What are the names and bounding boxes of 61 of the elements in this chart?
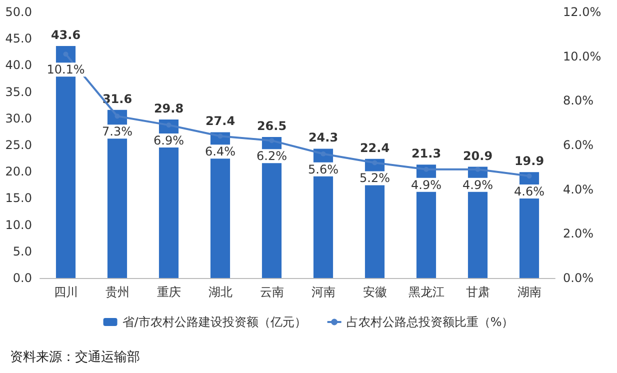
x-tick-label: 河南 [311,285,336,299]
y-tick-label: 0.0 [12,271,32,285]
y2-tick-label: 0.0% [563,271,594,285]
x-tick-label: 甘肃 [466,285,490,299]
data-label: 7.3% [102,124,132,139]
data-label: 5.6% [308,162,338,176]
point [218,134,223,139]
data-label: 6.9% [154,134,184,148]
text: 资料来源：交通运输部 [10,349,140,364]
data-label: 6.2% [256,149,287,164]
y-tick-label: 45.0 [5,32,32,46]
x-tick-label: 湖北 [208,285,232,299]
data-label: 43.6 [50,28,81,42]
y-tick-label: 5.0 [12,244,32,258]
y2-tick-label: 8.0% [563,94,594,108]
legend-label: 占农村公路总投资额比重（%） [346,315,514,329]
data-label: 4.9% [411,178,442,192]
x-tick-label: 安徽 [362,285,387,299]
y2-tick-label: 2.0% [563,226,594,241]
point [526,174,532,179]
point [114,114,120,119]
y-tick-label: 40.0 [5,58,32,72]
y2-tick-label: 10.0% [563,49,602,64]
y-tick-label: 20.0 [5,164,32,179]
point [320,151,326,156]
data-label: 6.4% [205,144,236,159]
y-tick-label: 10.0 [5,218,32,232]
point [424,166,429,172]
data-label: 20.9 [462,148,493,163]
x-tick-label: 重庆 [156,285,181,299]
legend-label: 省/市农村公路建设投资额（亿元） [122,315,306,329]
point [372,160,378,166]
data-label: 29.8 [154,101,184,116]
data-label: 5.2% [360,171,390,186]
data-label: 21.3 [411,146,442,161]
data-label: 19.9 [514,154,544,168]
data-label: 4.9% [462,178,493,192]
y-tick-label: 50.0 [5,5,32,19]
x-tick-label: 黑龙江 [408,285,444,299]
data-label: 10.1% [46,62,85,77]
data-label: 22.4 [360,140,390,155]
y-tick-label: 15.0 [5,191,32,206]
y-tick-label: 35.0 [5,84,32,99]
x-tick-label: 湖南 [517,285,542,299]
y-tick-label: 30.0 [5,111,32,126]
point [475,166,480,172]
point [269,138,274,144]
x-tick-label: 贵州 [105,285,130,299]
y2-tick-label: 6.0% [563,138,594,152]
x-tick-label: 云南 [260,285,284,299]
y-tick-label: 25.0 [5,138,32,152]
data-label: 4.6% [514,184,544,199]
data-label: 31.6 [102,92,132,106]
y2-tick-label: 12.0% [563,5,602,19]
data-label: 27.4 [205,114,236,128]
point [166,122,172,128]
x-tick-label: 四川 [54,285,78,299]
point [63,52,68,57]
data-label: 26.5 [256,119,287,134]
y2-tick-label: 4.0% [563,182,594,196]
data-label: 24.3 [308,130,338,145]
